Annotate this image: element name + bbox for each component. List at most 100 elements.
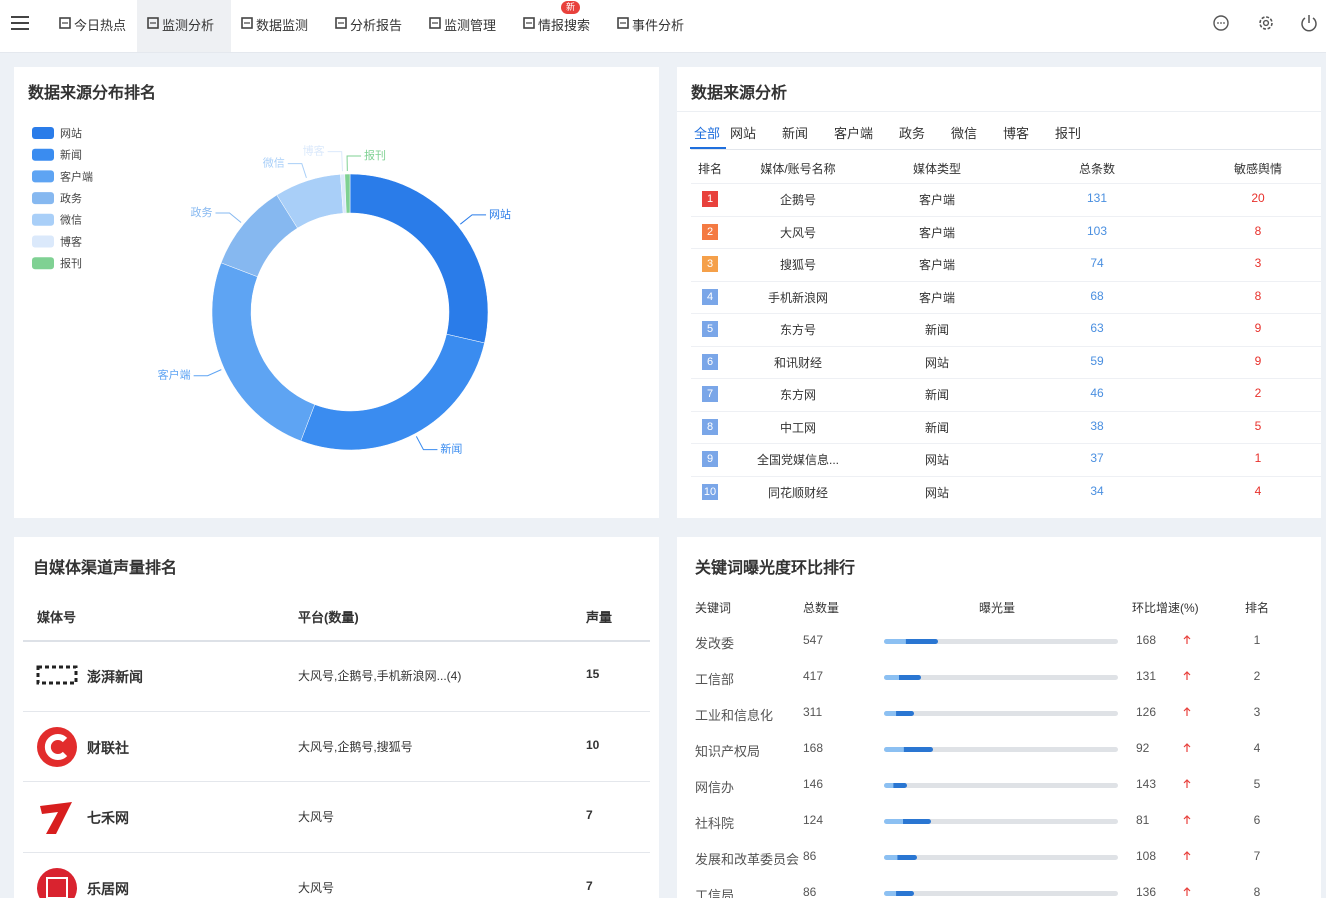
nav-label[interactable]: 监测管理 xyxy=(444,18,497,33)
column-header: 敏感舆情 xyxy=(1233,162,1283,176)
slice-label: 客户端 xyxy=(158,368,191,382)
total: 86 xyxy=(803,849,817,863)
label-leader xyxy=(460,214,487,225)
tab[interactable]: 全部 xyxy=(694,126,721,141)
media-name[interactable]: 乐居网 xyxy=(87,880,129,897)
legend-entry[interactable]: 网站 xyxy=(32,126,82,140)
legend-entry[interactable]: 博客 xyxy=(32,234,82,248)
media-name[interactable]: 搜狐号 xyxy=(779,258,817,272)
arrow-shape xyxy=(1183,671,1191,680)
media-type: 网站 xyxy=(924,453,950,467)
donut-slice[interactable] xyxy=(349,173,489,344)
keyword[interactable]: 工业和信息化 xyxy=(695,708,774,723)
total-count: 103 xyxy=(1086,223,1108,238)
media-name[interactable]: 东方网 xyxy=(779,388,817,402)
media-name[interactable]: 中工网 xyxy=(779,420,817,435)
bar-track xyxy=(884,819,1118,824)
legend-entry[interactable]: 政务 xyxy=(32,191,82,205)
arrow-shape xyxy=(1183,779,1191,788)
tab[interactable]: 博客 xyxy=(1003,126,1030,141)
tab[interactable]: 报刊 xyxy=(1055,126,1082,141)
rank-badge: 8 xyxy=(702,418,718,435)
keyword[interactable]: 工信局 xyxy=(695,888,735,898)
tab[interactable]: 政务 xyxy=(899,126,926,141)
media-name[interactable]: 东方号 xyxy=(779,323,817,337)
legend-entry[interactable]: 报刊 xyxy=(32,256,82,270)
media-name[interactable]: 手机新浪网 xyxy=(767,290,829,305)
legend-entry[interactable]: 新闻 xyxy=(32,148,82,162)
column-header: 媒体类型 xyxy=(912,162,962,176)
label-leader xyxy=(327,151,343,172)
row-divider xyxy=(23,851,650,853)
nav-item[interactable]: 监测管理 xyxy=(419,0,513,52)
media-name[interactable]: 和讯财经 xyxy=(773,355,823,370)
keyword[interactable]: 发改委 xyxy=(695,636,735,651)
toolbar-icons[interactable] xyxy=(1212,14,1326,34)
up-arrow xyxy=(1183,671,1191,680)
keyword[interactable]: 知识产权局 xyxy=(695,744,761,759)
nav-label[interactable]: 情报搜索 xyxy=(538,18,591,33)
top-nav: 今日热点 监测分析 数据监测 分析报告 监测管理 情报搜索 新 事件分析 xyxy=(0,0,1326,53)
logo-shape xyxy=(36,665,78,685)
media-logo xyxy=(37,867,77,898)
row-divider xyxy=(691,183,1321,184)
keyword[interactable]: 网信办 xyxy=(695,780,735,795)
nav-item[interactable]: 数据监测 xyxy=(231,0,325,52)
media-name[interactable]: 大风号 xyxy=(779,225,817,240)
bar-track xyxy=(884,639,1118,644)
legend-entry[interactable]: 客户端 xyxy=(32,169,93,183)
donut-slice[interactable] xyxy=(300,333,485,451)
nav-icon-shape xyxy=(335,17,347,29)
row-divider xyxy=(691,378,1321,379)
nav-label[interactable]: 数据监测 xyxy=(256,18,309,33)
nav-label[interactable]: 事件分析 xyxy=(632,18,685,33)
exposure-bar xyxy=(884,747,934,752)
nav-item[interactable]: 事件分析 xyxy=(607,0,701,52)
platforms: 大风号 xyxy=(298,880,335,895)
media-name[interactable]: 企鹅号 xyxy=(779,193,817,207)
growth: 136 xyxy=(1136,885,1157,898)
legend-entry[interactable]: 微信 xyxy=(32,213,82,227)
chart-title: 数据来源分布排名 xyxy=(28,85,157,102)
nav-icon xyxy=(147,17,159,29)
keyword-panel: 关键词曝光度环比排行 关键词 总数量 曝光量 环比增速(%) 排名 发改委 547 168 1 工信… xyxy=(677,537,1321,898)
menu-icon[interactable] xyxy=(11,15,29,31)
arrow-shape xyxy=(1183,743,1191,752)
keyword[interactable]: 社科院 xyxy=(695,816,735,831)
keyword[interactable]: 工信部 xyxy=(695,672,735,687)
total: 168 xyxy=(803,741,824,755)
rank-badge: 2 xyxy=(702,223,718,240)
donut-slice[interactable] xyxy=(344,173,351,214)
tab[interactable]: 新闻 xyxy=(782,126,809,141)
media-name[interactable]: 澎湃新闻 xyxy=(87,669,143,685)
nav-item[interactable]: 今日热点 xyxy=(49,0,137,52)
sensitive-count: 5 xyxy=(1254,418,1262,433)
media-name[interactable]: 同花顺财经 xyxy=(767,485,829,500)
nav-item[interactable]: 情报搜索 新 xyxy=(513,0,607,52)
nav-item[interactable]: 分析报告 xyxy=(325,0,419,52)
media-name[interactable]: 全国党媒信息... xyxy=(756,453,840,467)
keyword[interactable]: 发展和改革委员会 xyxy=(695,852,800,867)
legend-swatch xyxy=(32,192,54,205)
donut-slice[interactable] xyxy=(211,262,316,442)
media-logo xyxy=(36,665,78,685)
sensitive-count: 1 xyxy=(1254,451,1262,465)
tab[interactable]: 客户端 xyxy=(834,126,874,141)
media-name[interactable]: 七禾网 xyxy=(87,810,129,826)
nav-item[interactable]: 监测分析 xyxy=(137,0,231,52)
media-name[interactable]: 财联社 xyxy=(87,739,129,756)
growth: 168 xyxy=(1136,633,1157,647)
nav-label[interactable]: 今日热点 xyxy=(74,18,127,33)
label-leader xyxy=(215,212,242,223)
nav-label[interactable]: 分析报告 xyxy=(350,18,403,33)
tab[interactable]: 微信 xyxy=(951,126,978,141)
nav-label[interactable]: 监测分析 xyxy=(162,18,215,33)
nav-icon-shape xyxy=(241,17,253,29)
row-divider xyxy=(23,781,650,782)
legend-swatch xyxy=(32,170,54,183)
rank-badge: 3 xyxy=(702,256,718,272)
sensitive-count: 2 xyxy=(1254,386,1262,400)
tab[interactable]: 网站 xyxy=(730,126,757,141)
arrow-shape xyxy=(1183,635,1191,644)
